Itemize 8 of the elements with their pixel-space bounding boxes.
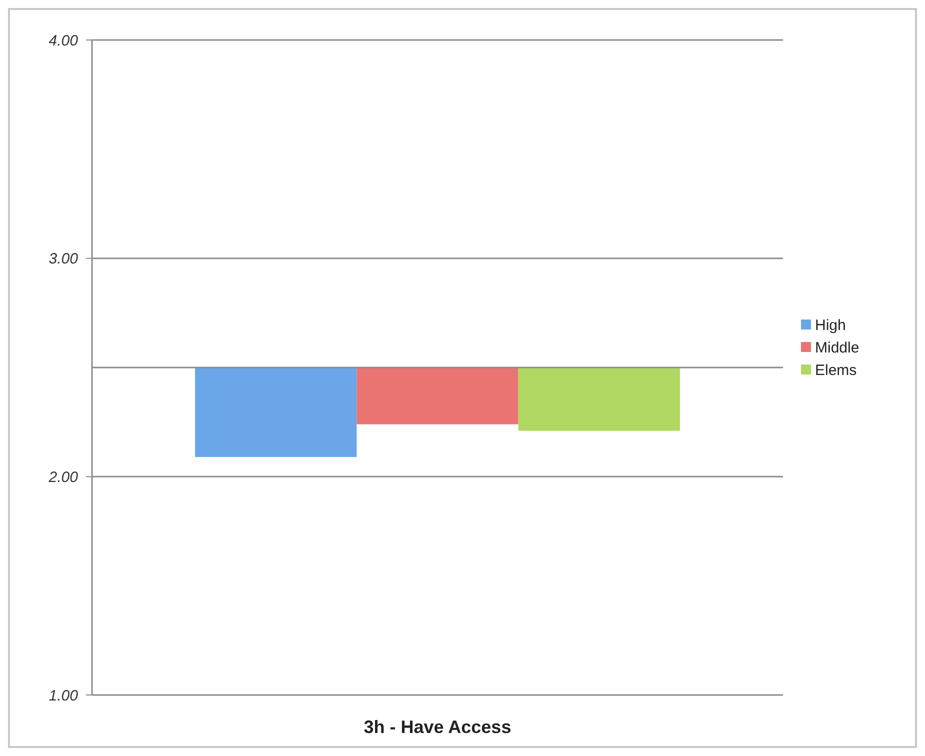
y-tick-label: 4.00: [48, 32, 79, 50]
legend-label: High: [815, 316, 846, 334]
legend-label: Elems: [815, 362, 857, 379]
x-tick-label: 3h - Have Access: [364, 717, 512, 737]
legend-label: Middle: [815, 339, 860, 356]
y-tick-label: 1.00: [48, 687, 79, 704]
y-tick-label: 2.00: [48, 468, 79, 486]
y-tick-label: 3.00: [48, 250, 79, 268]
